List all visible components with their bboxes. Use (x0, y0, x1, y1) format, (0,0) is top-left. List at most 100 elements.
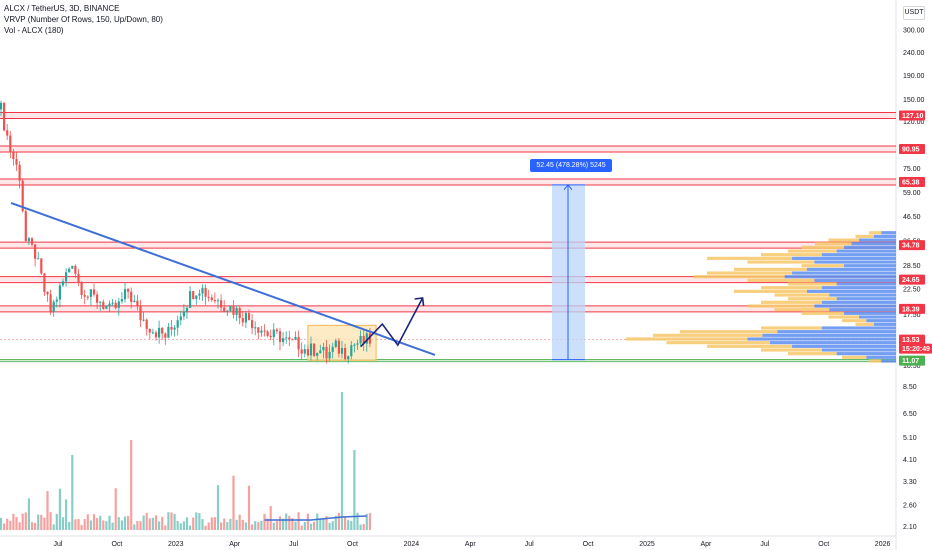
candle-body (185, 307, 189, 312)
volume-bar (331, 521, 334, 530)
volume-bar (356, 512, 359, 530)
volume-bar (58, 488, 61, 530)
volume-bar (3, 523, 6, 530)
volume-bar (179, 523, 182, 530)
time-tick-label: Oct (818, 541, 829, 548)
price-badge-label: 90.95 (902, 146, 920, 153)
candle-body (9, 135, 12, 153)
candle-body (111, 302, 114, 304)
candle-body (58, 285, 61, 300)
volume-profile-down-row (855, 234, 874, 238)
volume-bar (167, 512, 170, 530)
volume-profile-up-row (836, 249, 896, 253)
candle-body (77, 273, 80, 283)
volume-bar (365, 513, 368, 530)
candle-body (201, 287, 204, 294)
volume-bar (260, 520, 263, 530)
volume-bar (269, 506, 272, 530)
volume-bar (303, 521, 306, 530)
candle-body (139, 305, 142, 321)
currency-unit-label[interactable]: USDT (903, 6, 925, 20)
candle-body (359, 335, 362, 344)
volume-bar (120, 520, 123, 530)
volume-bar (319, 519, 322, 530)
price-range-measure[interactable] (552, 184, 585, 361)
candle-body (275, 329, 278, 332)
vrvp-legend[interactable]: VRVP (Number Of Rows, 150, Up/Down, 80) (4, 15, 163, 24)
volume-profile-down-row (747, 304, 815, 308)
candle-body (210, 297, 213, 301)
volume-legend[interactable]: Vol - ALCX (180) (4, 26, 64, 35)
volume-profile-down-row (788, 282, 837, 286)
price-badge (899, 143, 925, 154)
candle-body (285, 337, 288, 339)
volume-bar (74, 519, 77, 530)
price-badge-label: 15:20:49 (902, 346, 930, 353)
candle-body (102, 301, 105, 309)
candle-body (340, 347, 344, 354)
symbol-legend[interactable]: ALCX / TetherUS, 3D, BINANCE (4, 4, 120, 13)
volume-bar (226, 522, 229, 530)
volume-bar (24, 512, 27, 530)
volume-profile-up-row (873, 234, 896, 238)
volume-profile-down-row (653, 333, 763, 337)
candle-body (123, 289, 127, 300)
volume-bar (21, 513, 24, 530)
volume-bar (344, 517, 347, 530)
volume-profile-down-row (774, 293, 830, 297)
drawings[interactable] (10, 202, 436, 356)
candle-body (220, 300, 223, 308)
volume-bar (297, 512, 300, 530)
volume-profile-up-row (814, 304, 896, 308)
candle-body (80, 282, 83, 296)
candle-body (154, 332, 158, 338)
candle-body (83, 295, 86, 297)
candle-body (34, 244, 37, 259)
candle-body (216, 300, 220, 302)
volume-profile-up-row (836, 352, 896, 356)
volume-bar (34, 523, 37, 530)
volume-bar (92, 514, 96, 530)
candle-body (238, 307, 241, 319)
time-tick-label: 2024 (404, 541, 420, 548)
candle-body (92, 289, 96, 295)
volume-bar (340, 392, 344, 530)
price-tick-label: 8.50 (903, 384, 917, 391)
candle-body (136, 300, 139, 306)
candle-body (257, 327, 260, 333)
candle-body (365, 333, 368, 344)
volume-profile-down-row (842, 319, 867, 323)
volume-bar (362, 524, 365, 530)
candle-body (303, 349, 306, 354)
price-tick-label: 59.00 (903, 190, 921, 197)
volume-bar (30, 522, 34, 530)
candle-body (294, 336, 297, 340)
time-axis[interactable]: Jul Oct 2023 Apr Jul Oct 2024 Apr Jul Oct 2025 Apr J… (54, 541, 891, 548)
volume-bar (325, 516, 328, 530)
candle-body (173, 327, 176, 330)
candle-body (86, 296, 89, 298)
resistance-zone (0, 276, 896, 283)
volume-bar (254, 521, 257, 530)
candle-body (362, 335, 365, 344)
candle-body (145, 319, 148, 329)
volume-profile-down-row (788, 249, 837, 253)
volume-bar (96, 518, 99, 530)
candle-body (251, 320, 254, 329)
price-tick-label: 300.00 (903, 28, 925, 35)
volume-bar (37, 514, 40, 530)
volume-profile-up-row (777, 330, 896, 334)
volume-bar (164, 525, 167, 530)
volume-profile-down-row (707, 271, 793, 275)
volume-profile-up-row (844, 311, 896, 315)
time-tick-label: Apr (465, 541, 477, 548)
volume-bar (136, 521, 139, 530)
volume-bar (229, 518, 232, 530)
volume-bar (185, 517, 189, 530)
volume-profile-down-row (761, 348, 822, 352)
time-tick-label: Jul (289, 541, 298, 548)
volume-bar (275, 520, 278, 530)
projection-arrowhead (414, 297, 425, 307)
price-tick-label: 190.00 (903, 73, 925, 80)
